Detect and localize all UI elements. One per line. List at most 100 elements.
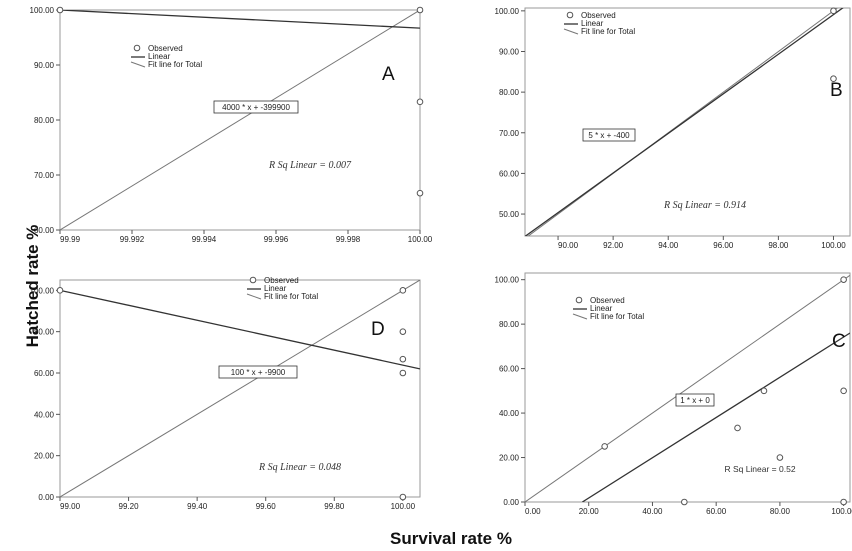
y-tick-label: 80.00 <box>34 116 55 125</box>
linear-line <box>582 332 850 502</box>
y-tick-label: 0.00 <box>503 498 519 507</box>
x-tick-label: 99.00 <box>60 502 81 511</box>
observed-point <box>840 498 847 506</box>
y-tick-label: 60.00 <box>34 226 55 235</box>
legend-entry: Linear <box>581 19 604 28</box>
x-tick-label: 40.00 <box>642 507 663 516</box>
observed-point <box>840 387 847 395</box>
observed-point <box>399 355 407 363</box>
equation-text: 5 * x + -400 <box>588 131 630 140</box>
equation-text: 1 * x + 0 <box>680 396 710 405</box>
observed-point <box>399 287 407 294</box>
plot-content <box>60 10 420 230</box>
y-tick-label: 70.00 <box>499 129 520 138</box>
x-tick-label: 100.00 <box>821 241 846 250</box>
observed-point <box>416 6 424 14</box>
panels: 99.99 99.992 99.994 99.996 99.998 100.00 60.00… <box>30 6 852 516</box>
legend-entry: Linear <box>148 52 171 61</box>
equation-box <box>675 393 715 407</box>
legend-marker-fit <box>130 61 146 68</box>
y-tick-label: 40.00 <box>34 410 55 419</box>
observed-point <box>760 387 768 395</box>
y-tick-label: 60.00 <box>499 365 520 374</box>
observed-point <box>830 7 837 15</box>
x-tick-label: 60.00 <box>706 507 727 516</box>
fit-line-total <box>60 10 420 230</box>
x-tick-label: 99.20 <box>119 502 140 511</box>
fit-line-total <box>60 280 420 497</box>
y-tick-label: 100.00 <box>495 7 520 16</box>
legend-entry: Observed <box>148 44 183 53</box>
x-tick-label: 0.00 <box>525 507 541 516</box>
x-tick-label: 90.00 <box>558 241 579 250</box>
legend-entry: Observed <box>581 11 616 20</box>
r-squared: R Sq Linear = 0.048 <box>258 462 341 473</box>
observed-point <box>56 287 64 294</box>
x-tick-label: 100.00 <box>391 502 416 511</box>
panel-label: C <box>832 331 846 352</box>
observed-point <box>776 454 784 461</box>
y-tick-label: 90.00 <box>499 47 520 56</box>
x-tick-label: 98.00 <box>768 241 789 250</box>
y-tick-label: 100.00 <box>30 6 55 15</box>
legend-marker-observed <box>249 276 257 284</box>
r-squared: R Sq Linear = 0.914 <box>663 200 746 211</box>
panel-label: B <box>830 80 843 101</box>
x-tick-label: 100.00 <box>831 507 852 516</box>
y-tick-label: 100.00 <box>30 286 55 295</box>
legend-marker-observed <box>575 296 583 304</box>
panel-C: 0.00 20.00 40.00 60.00 80.00 100.00 0.00 20.00 4… <box>495 272 852 516</box>
observed-point <box>416 98 424 106</box>
y-tick-label: 90.00 <box>34 61 55 70</box>
legend-marker-fit <box>572 313 588 320</box>
plot-content <box>60 280 420 497</box>
legend-entry: Fit line for Total <box>590 312 644 321</box>
y-tick-label: 60.00 <box>34 369 55 378</box>
legend-marker-fit <box>246 293 262 300</box>
y-tick-label: 100.00 <box>495 276 520 285</box>
observed-point <box>416 189 424 197</box>
panel-label: D <box>371 319 385 340</box>
observed-point <box>399 328 407 335</box>
panel-A: 99.99 99.992 99.994 99.996 99.998 100.00 60.00… <box>30 6 433 244</box>
x-tick-label: 20.00 <box>579 507 600 516</box>
legend-marker-fit <box>563 28 579 35</box>
equation-text: 100 * x + -9900 <box>231 368 286 377</box>
x-tick-label: 100.00 <box>408 235 433 244</box>
x-tick-label: 99.996 <box>264 235 289 244</box>
plot-content <box>525 274 850 502</box>
x-tick-label: 99.40 <box>187 502 208 511</box>
x-tick-label: 99.994 <box>192 235 217 244</box>
legend-entry: Observed <box>264 276 299 285</box>
legend-entry: Observed <box>590 296 625 305</box>
observed-point <box>681 498 688 506</box>
observed-point <box>734 424 741 432</box>
legend-entry: Fit line for Total <box>148 60 202 69</box>
x-tick-label: 99.80 <box>324 502 345 511</box>
observed-point <box>399 493 407 501</box>
x-tick-label: 96.00 <box>713 241 734 250</box>
y-tick-label: 80.00 <box>499 320 520 329</box>
y-tick-label: 80.00 <box>34 328 55 337</box>
y-tick-label: 80.00 <box>499 88 520 97</box>
linear-line <box>525 8 844 236</box>
x-axis-title: Survival rate % <box>390 529 512 548</box>
x-tick-label: 99.99 <box>60 235 81 244</box>
equation-box <box>218 365 298 379</box>
equation-box <box>213 100 299 114</box>
observed-point <box>399 369 407 377</box>
legend-entry: Fit line for Total <box>264 292 318 301</box>
x-tick-label: 94.00 <box>658 241 679 250</box>
legend-entry: Linear <box>590 304 613 313</box>
observed-point <box>840 276 847 283</box>
plot-content <box>525 8 844 236</box>
equation-box <box>582 128 636 142</box>
panel-label: A <box>382 64 395 85</box>
fit-line-total <box>527 8 839 236</box>
x-tick-label: 92.00 <box>603 241 624 250</box>
y-tick-label: 20.00 <box>499 454 520 463</box>
linear-line <box>60 10 420 29</box>
observed-point <box>601 443 608 450</box>
